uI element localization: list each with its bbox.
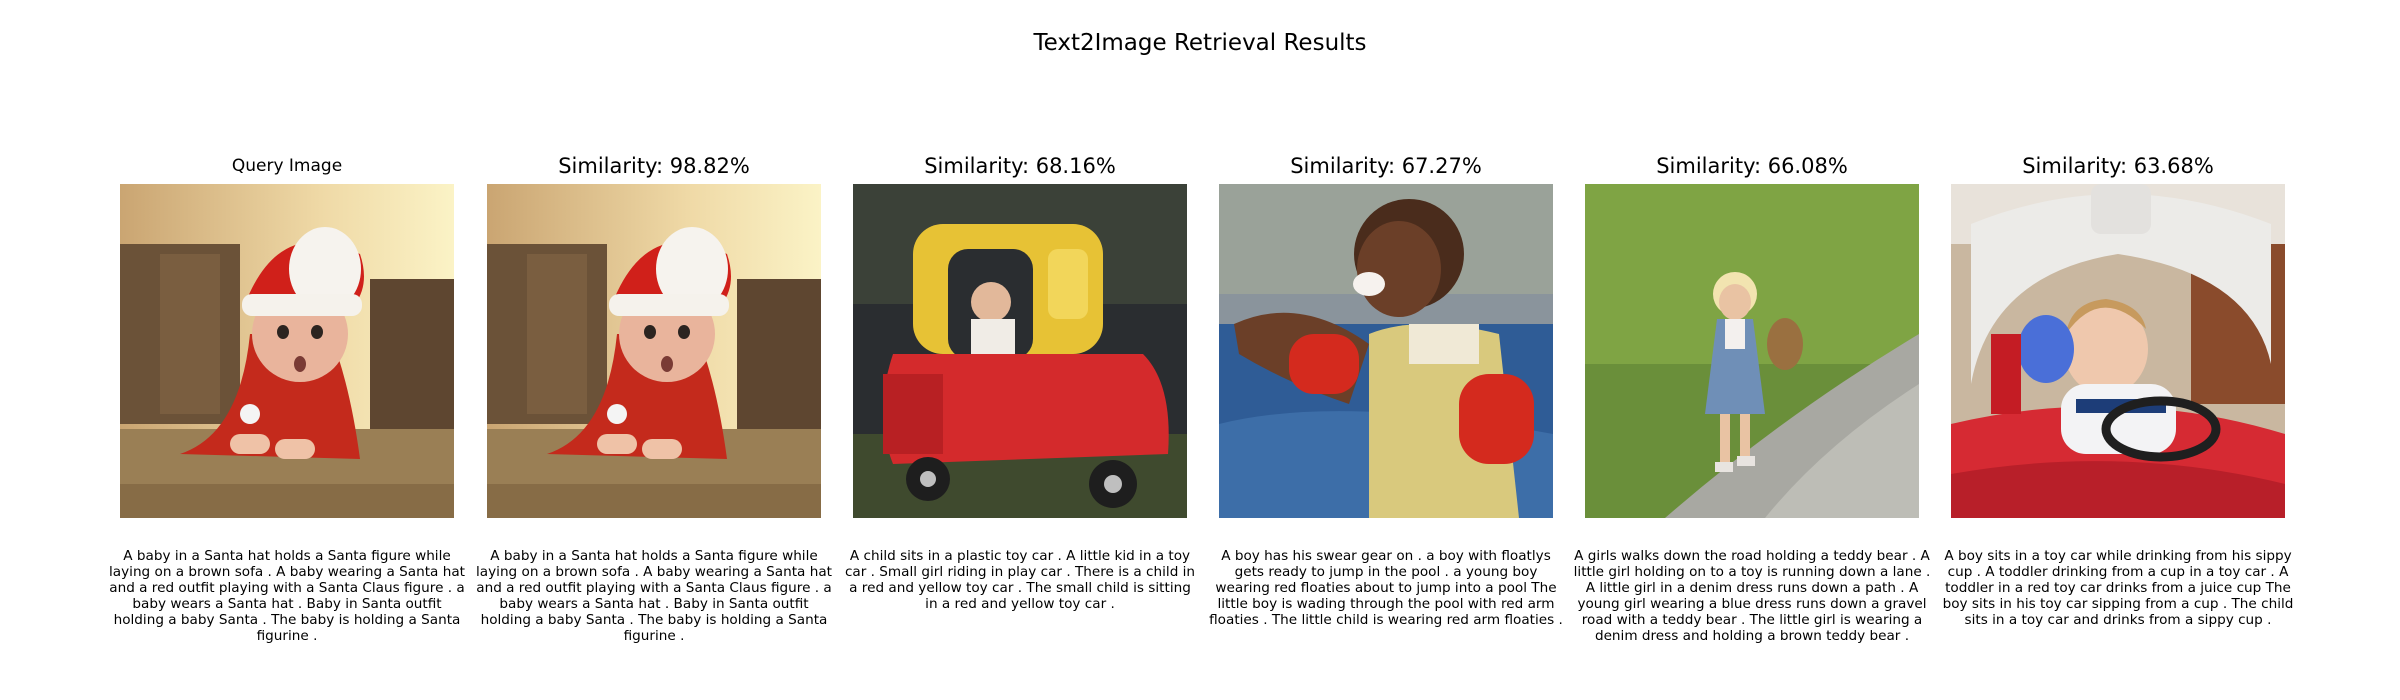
result-image	[1585, 184, 1919, 518]
result-panel-2: Similarity: 68.16% A child sits in a pla…	[845, 150, 1195, 612]
figure-title: Text2Image Retrieval Results	[1033, 30, 1367, 56]
query-panel: Query Image A baby i	[109, 150, 465, 644]
result-image	[487, 184, 821, 518]
similarity-label: Similarity: 98.82%	[558, 154, 750, 178]
similarity-label: Similarity: 67.27%	[1290, 154, 1482, 178]
caption: A boy has his swear gear on . a boy with…	[1209, 548, 1563, 628]
caption: A baby in a Santa hat holds a Santa figu…	[476, 548, 832, 644]
result-panel-4: Similarity: 66.08% A girls walks down th…	[1574, 150, 1931, 644]
caption: A baby in a Santa hat holds a Santa figu…	[109, 548, 465, 644]
caption: A boy sits in a toy car while drinking f…	[1942, 548, 2294, 628]
result-panel-3: Similarity: 67.27% A boy has his swear g…	[1209, 150, 1563, 628]
query-image	[120, 184, 454, 518]
panel-title: Query Image	[231, 156, 343, 176]
caption: A girls walks down the road holding a te…	[1573, 548, 1931, 644]
similarity-label: Similarity: 63.68%	[2022, 154, 2214, 178]
result-image	[1951, 184, 2285, 518]
result-panel-1: Similarity: 98.82% A	[476, 150, 832, 644]
result-image	[853, 184, 1187, 518]
caption: A child sits in a plastic toy car . A li…	[844, 548, 1196, 612]
similarity-label: Similarity: 68.16%	[924, 154, 1116, 178]
similarity-label: Similarity: 66.08%	[1656, 154, 1848, 178]
result-image	[1219, 184, 1553, 518]
result-panel-5: Similarity: 63.68% A boy sits in a toy c…	[1943, 150, 2294, 628]
